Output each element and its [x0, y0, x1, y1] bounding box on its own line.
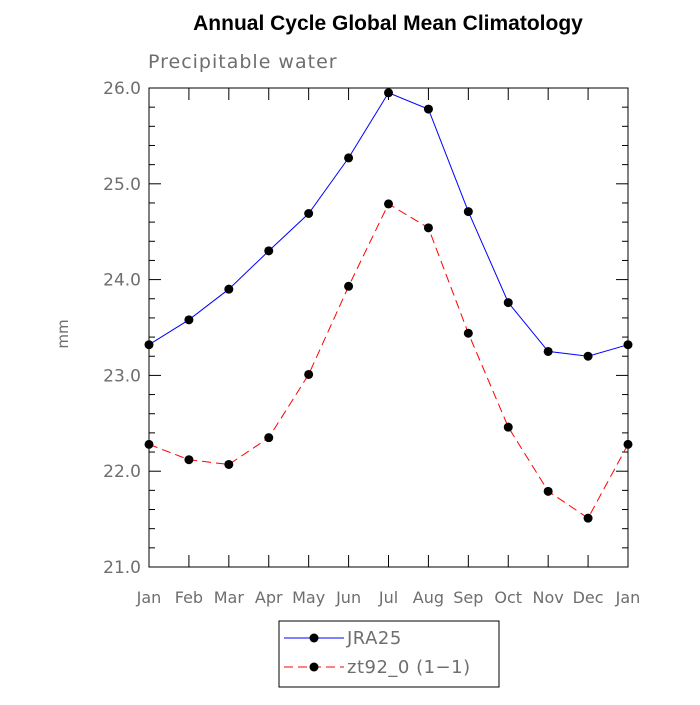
x-tick-label: Aug	[413, 588, 444, 607]
series-1-point	[503, 298, 513, 308]
x-tick-label: Feb	[175, 588, 203, 607]
series-1-point	[583, 351, 593, 361]
series-1-point	[144, 340, 154, 350]
y-tick-label: 26.0	[103, 79, 141, 99]
chart-subtitle: Precipitable water	[148, 51, 338, 73]
y-axis-label: mm	[54, 319, 72, 348]
legend-label-1: JRA25	[346, 628, 402, 649]
legend: JRA25 zt92_0 (1−1)	[278, 620, 500, 688]
series-2-point	[304, 369, 314, 379]
y-tick-label: 24.0	[103, 271, 141, 291]
series-2-point	[583, 513, 593, 523]
legend-marker-1	[309, 633, 319, 643]
series-1-point	[543, 346, 553, 356]
series-2-point	[623, 439, 633, 449]
x-tick-label: Dec	[573, 588, 604, 607]
series-1-point	[623, 340, 633, 350]
x-tick-label: Sep	[453, 588, 483, 607]
plot-area: 21.0 22.0 23.0 24.0 25.0 26.0 Jan Feb Mar Apr May J…	[103, 79, 640, 607]
x-tick-label: Apr	[255, 588, 283, 607]
series-1-point	[384, 88, 393, 98]
y-tick-label: 25.0	[103, 175, 141, 195]
series-line-2	[148, 203, 629, 519]
x-tick-label: Jan	[615, 588, 641, 607]
legend-box	[278, 620, 500, 688]
series-2-point	[503, 422, 513, 432]
series-2-point	[184, 455, 194, 465]
x-tick-label: Oct	[494, 588, 522, 607]
legend-marker-2	[309, 662, 319, 672]
x-tick-label: Jan	[136, 588, 162, 607]
series-1-point	[224, 284, 234, 294]
x-tick-label: May	[292, 588, 325, 607]
series-2-point	[344, 281, 354, 291]
x-tick-label: Nov	[533, 588, 564, 607]
series-2-point	[463, 328, 473, 338]
x-tick-label: Mar	[214, 588, 245, 607]
legend-label-2: zt92_0 (1−1)	[347, 657, 471, 678]
series-1-point	[304, 208, 314, 218]
series-1-point	[423, 104, 433, 114]
plot-frame	[148, 87, 629, 568]
series-1-point	[344, 153, 354, 163]
series-1-point	[184, 315, 194, 325]
series-2-point	[384, 199, 393, 209]
x-tick-label: Jun	[335, 588, 361, 607]
x-tick-label: Jul	[378, 588, 398, 607]
series-1-point	[264, 246, 274, 256]
y-tick-label: 22.0	[103, 462, 141, 482]
y-tick-label: 23.0	[103, 366, 141, 386]
series-1-point	[463, 207, 473, 217]
series-2-point	[423, 223, 433, 233]
series-2-point	[543, 486, 553, 496]
chart-title: Annual Cycle Global Mean Climatology	[193, 12, 583, 35]
series-line-1	[148, 92, 629, 357]
series-2-point	[144, 439, 154, 449]
y-tick-label: 21.0	[103, 558, 141, 578]
series-2-point	[224, 459, 234, 469]
series-2-point	[264, 433, 274, 443]
